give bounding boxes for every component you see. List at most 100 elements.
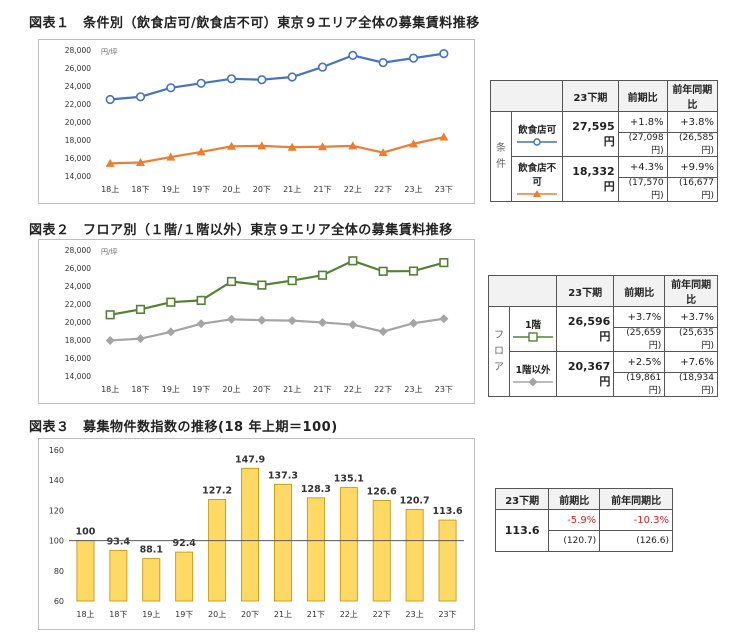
y-tick-label: 16,000 xyxy=(65,354,91,363)
table-2-row-1-yoy-ref: (25,635円) xyxy=(664,327,718,352)
y-tick-label: 18,000 xyxy=(65,336,91,345)
series-2-point xyxy=(287,142,297,151)
table-1-row-2-name: 飲食店不可 xyxy=(510,156,564,202)
y-tick-label: 22,000 xyxy=(65,100,91,109)
series-1-line xyxy=(109,259,445,316)
y-tick-label: 60 xyxy=(54,597,64,606)
y-tick-label: 80 xyxy=(54,567,64,576)
series-2-point xyxy=(378,148,388,157)
table-2-row-1-yoy: +3.7% xyxy=(664,306,718,328)
series-2-point xyxy=(136,334,145,344)
bar xyxy=(372,500,391,602)
bar xyxy=(405,508,424,602)
series-2-point xyxy=(227,141,236,150)
series-2-point xyxy=(227,314,236,324)
table-2-row-2-name: 1階以外 xyxy=(509,351,557,397)
chart-2-line-plot: 円/坪 14,000 16,000 18,000 20,000 22,000 24,000 2… xyxy=(65,246,453,394)
bar xyxy=(438,519,457,602)
x-tick-label: 18上 xyxy=(101,385,119,394)
x-tick-label: 18下 xyxy=(131,385,149,394)
series-1-point xyxy=(439,49,449,59)
x-tick-label: 23上 xyxy=(404,385,422,394)
series-1-point xyxy=(317,62,328,72)
series-1-point xyxy=(287,275,297,286)
bar xyxy=(109,550,128,602)
bar xyxy=(241,467,260,602)
x-tick-label: 21上 xyxy=(283,185,301,194)
x-tick-label: 22下 xyxy=(374,385,392,394)
y-tick-label: 24,000 xyxy=(65,82,91,91)
table-1-row-1-value: 27,595円 xyxy=(562,111,619,157)
unit-label: 円/坪 xyxy=(101,48,117,56)
table-3-qoq: -5.9% xyxy=(548,509,601,531)
y-tick-label: 14,000 xyxy=(65,372,91,381)
table-1-summary: 23下期 前期比 前年同期比 条件 飲食店可 27,595円 +1.8% +3.… xyxy=(489,80,719,202)
series-2-point xyxy=(287,316,297,326)
bar xyxy=(273,483,292,602)
series-2-point xyxy=(318,317,327,327)
y-tick-label: 160 xyxy=(49,446,64,455)
x-tick-label: 18下 xyxy=(131,185,149,194)
x-tick-label: 21下 xyxy=(313,385,331,394)
unit-label: 円/坪 xyxy=(101,248,117,256)
bar-value-label: 113.6 xyxy=(433,506,463,517)
x-tick-label: 20上 xyxy=(208,610,226,619)
table-1-side-label: 条件 xyxy=(490,111,512,202)
x-tick-label: 22上 xyxy=(340,610,358,619)
series-1-point xyxy=(135,92,146,102)
table-1-row-2-yoy: +9.9% xyxy=(666,156,719,178)
x-tick-label: 22下 xyxy=(374,185,392,194)
bar xyxy=(339,487,358,602)
bar-value-label: 126.6 xyxy=(367,486,397,497)
table-1-row-1-yoy-ref: (26,585円) xyxy=(666,132,719,157)
bar xyxy=(76,540,95,602)
table-1-row-2-yoy-ref: (16,677円) xyxy=(666,177,719,202)
x-tick-label: 20下 xyxy=(253,185,271,194)
table-2-row-1-qoq-ref: (25,659円) xyxy=(613,327,666,352)
x-tick-label: 19下 xyxy=(192,385,210,394)
bar-value-label: 137.3 xyxy=(268,470,298,481)
series-2-point xyxy=(257,315,267,325)
series-1-point xyxy=(166,297,176,307)
table-2-header-yoy: 前年同期比 xyxy=(664,275,718,307)
series-1-point xyxy=(196,78,206,88)
series-2-line xyxy=(110,135,445,165)
y-tick-label: 24,000 xyxy=(65,282,91,291)
table-1-header-period: 23下期 xyxy=(562,80,619,112)
x-tick-label: 18上 xyxy=(101,185,119,194)
series-2-point xyxy=(105,335,115,345)
table-1-row-2-qoq: +4.3% xyxy=(617,156,668,178)
diamond-marker-icon xyxy=(513,377,553,386)
table-2-row-1-qoq: +3.7% xyxy=(613,306,666,328)
x-tick-label: 21下 xyxy=(307,610,325,619)
bar xyxy=(306,497,325,602)
series-1-point xyxy=(408,266,419,276)
series-2-point xyxy=(105,158,115,167)
y-tick-label: 26,000 xyxy=(65,264,91,273)
table-2-header-period: 23下期 xyxy=(555,275,615,307)
x-tick-label: 23下 xyxy=(435,185,453,194)
series-1-point xyxy=(378,266,388,276)
series-2-point xyxy=(318,142,327,151)
x-tick-label: 19上 xyxy=(162,185,180,194)
table-2-row-2-qoq-ref: (19,861円) xyxy=(613,372,666,397)
table-3-header-yoy: 前年同期比 xyxy=(599,488,673,510)
y-tick-label: 20,000 xyxy=(65,118,91,127)
table-3-yoy: -10.3% xyxy=(599,509,673,531)
x-tick-label: 19上 xyxy=(142,610,160,619)
series-1-point xyxy=(226,276,237,287)
table-3-yoy-ref: (126.6) xyxy=(599,530,673,552)
table-1-header-yoy: 前年同期比 xyxy=(666,80,719,112)
bar xyxy=(142,558,161,602)
x-tick-label: 21上 xyxy=(283,385,301,394)
series-2-point xyxy=(439,314,449,324)
series-1-point xyxy=(105,310,115,320)
x-tick-label: 19下 xyxy=(192,185,210,194)
x-tick-label: 23上 xyxy=(406,610,424,619)
series-2-point xyxy=(348,320,358,330)
table-1-row-1-qoq-ref: (27,098円) xyxy=(617,132,668,157)
bar-value-label: 128.3 xyxy=(301,484,331,495)
x-tick-label: 21下 xyxy=(313,185,331,194)
table-2-side-label: フロア xyxy=(488,306,510,397)
x-tick-label: 23下 xyxy=(435,385,453,394)
